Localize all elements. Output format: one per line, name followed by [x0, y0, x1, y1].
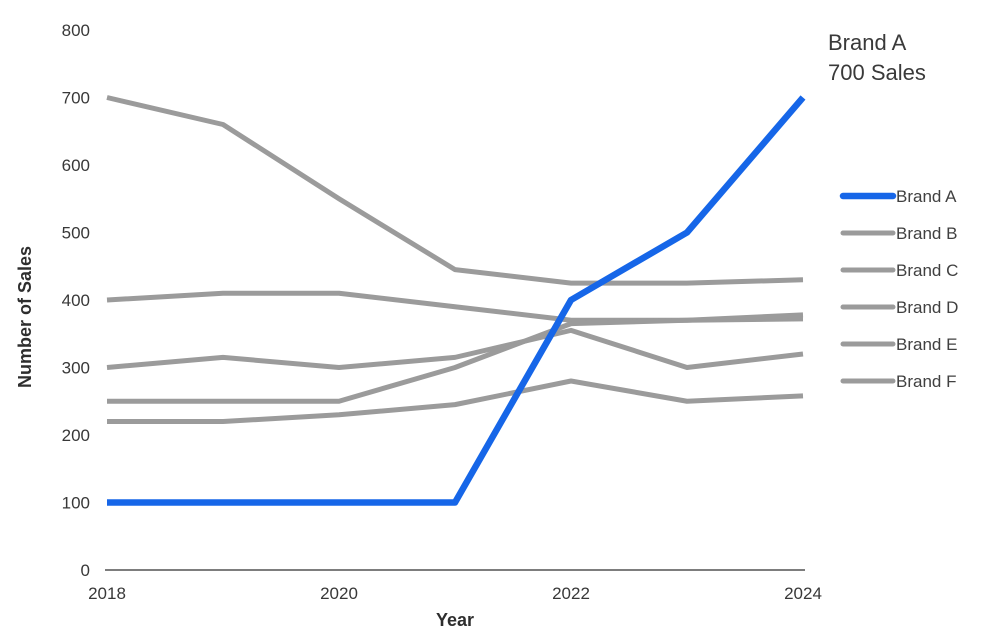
y-tick-label: 800	[62, 21, 90, 40]
series-line-brand-a	[107, 95, 806, 506]
legend-item-brand-e: Brand E	[840, 335, 957, 354]
x-tick-label: 2020	[320, 584, 358, 603]
legend-item-brand-a: Brand A	[839, 187, 957, 206]
y-tick-label: 500	[62, 224, 90, 243]
legend-label: Brand F	[896, 372, 956, 391]
series-line-brand-e	[107, 312, 804, 404]
y-tick-label: 300	[62, 359, 90, 378]
series-line-brand-d	[106, 327, 804, 370]
y-tick-label: 0	[81, 561, 90, 580]
x-axis-ticks: 2018 2020 2022 2024	[88, 584, 822, 603]
legend-label: Brand E	[896, 335, 957, 354]
annotation-brand-a: Brand A 700 Sales	[828, 30, 926, 85]
legend-label: Brand D	[896, 298, 958, 317]
legend-item-brand-d: Brand D	[840, 298, 958, 317]
y-tick-label: 200	[62, 426, 90, 445]
y-axis-title: Number of Sales	[15, 246, 35, 388]
y-tick-label: 100	[62, 494, 90, 513]
legend-label: Brand A	[896, 187, 957, 206]
series-line-brand-b	[106, 95, 804, 286]
series-line-brand-f	[107, 378, 804, 424]
annotation-line2: 700 Sales	[828, 60, 926, 85]
legend-label: Brand C	[896, 261, 958, 280]
y-axis-ticks: 0 100 200 300 400 500 600 700 800	[62, 21, 90, 580]
legend-item-brand-b: Brand B	[840, 224, 957, 243]
legend: Brand A Brand B Brand C Brand D Brand E …	[839, 187, 958, 391]
y-tick-label: 700	[62, 89, 90, 108]
series-line-brand-c	[106, 290, 804, 323]
x-tick-label: 2018	[88, 584, 126, 603]
legend-label: Brand B	[896, 224, 957, 243]
x-axis-title: Year	[436, 610, 474, 630]
y-tick-label: 400	[62, 291, 90, 310]
legend-item-brand-c: Brand C	[840, 261, 958, 280]
legend-item-brand-f: Brand F	[840, 372, 956, 391]
annotation-line1: Brand A	[828, 30, 907, 55]
plot-lines	[106, 95, 806, 506]
x-tick-label: 2024	[784, 584, 822, 603]
x-tick-label: 2022	[552, 584, 590, 603]
y-tick-label: 600	[62, 156, 90, 175]
